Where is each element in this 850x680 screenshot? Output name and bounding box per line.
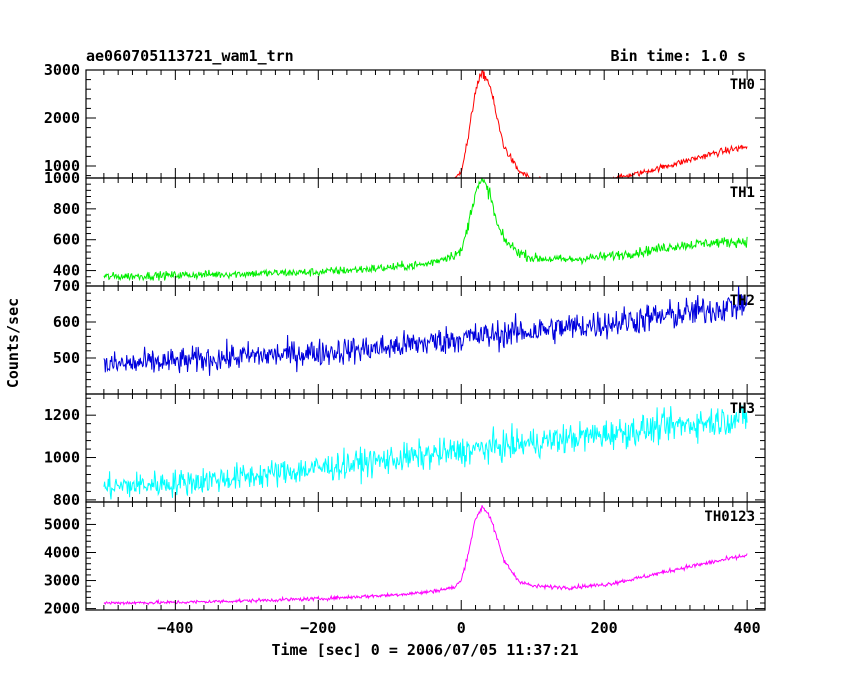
y-tick-label: 800 [53, 200, 80, 218]
panel-label-th1: TH1 [730, 185, 755, 201]
y-tick-label: 500 [53, 349, 80, 367]
panel-frame-th2 [85, 285, 766, 395]
x-tick-label: 400 [734, 619, 761, 637]
panel-label-th3: TH3 [730, 401, 755, 417]
x-tick-label: 0 [457, 619, 466, 637]
y-tick-label: 4000 [44, 543, 80, 561]
x-tick-label: −200 [300, 619, 336, 637]
y-tick-label: 2000 [44, 109, 80, 127]
panel-frame-th1 [85, 177, 766, 287]
series-line-th3 [103, 405, 748, 500]
series-line-th2 [103, 286, 748, 376]
series-line-th0 [454, 70, 748, 178]
series-line-th1 [103, 178, 748, 282]
panel-label-th0: TH0 [730, 77, 755, 93]
y-tick-label: 600 [53, 313, 80, 331]
y-tick-label: 3000 [44, 61, 80, 79]
panel-frame-th0123 [85, 501, 766, 611]
y-tick-label: 5000 [44, 515, 80, 533]
y-tick-label: 2000 [44, 600, 80, 618]
y-tick-label: 700 [53, 277, 80, 295]
x-tick-label: 200 [591, 619, 618, 637]
y-tick-label: 800 [53, 491, 80, 509]
y-tick-label: 400 [53, 262, 80, 280]
panel-frame-th0 [85, 69, 766, 179]
x-axis-label: Time [sec] 0 = 2006/07/05 11:37:21 [271, 641, 578, 659]
y-tick-label: 1000 [44, 157, 80, 175]
plot-title: ae060705113721_wam1_trn [86, 47, 294, 65]
y-tick-label: 1000 [44, 169, 80, 187]
y-tick-label: 600 [53, 231, 80, 249]
series-line-th0123 [103, 505, 748, 606]
x-tick-label: −400 [157, 619, 193, 637]
y-tick-label: 3000 [44, 572, 80, 590]
y-tick-label: 1200 [44, 406, 80, 424]
panel-label-th0123: TH0123 [704, 509, 755, 525]
panels-group: 100020003000TH04006008001000TH1500600700… [44, 61, 766, 637]
panel-label-th2: TH2 [730, 293, 755, 309]
bin-time-label: Bin time: 1.0 s [611, 47, 746, 65]
y-tick-label: 1000 [44, 449, 80, 467]
y-axis-label: Counts/sec [4, 298, 22, 388]
